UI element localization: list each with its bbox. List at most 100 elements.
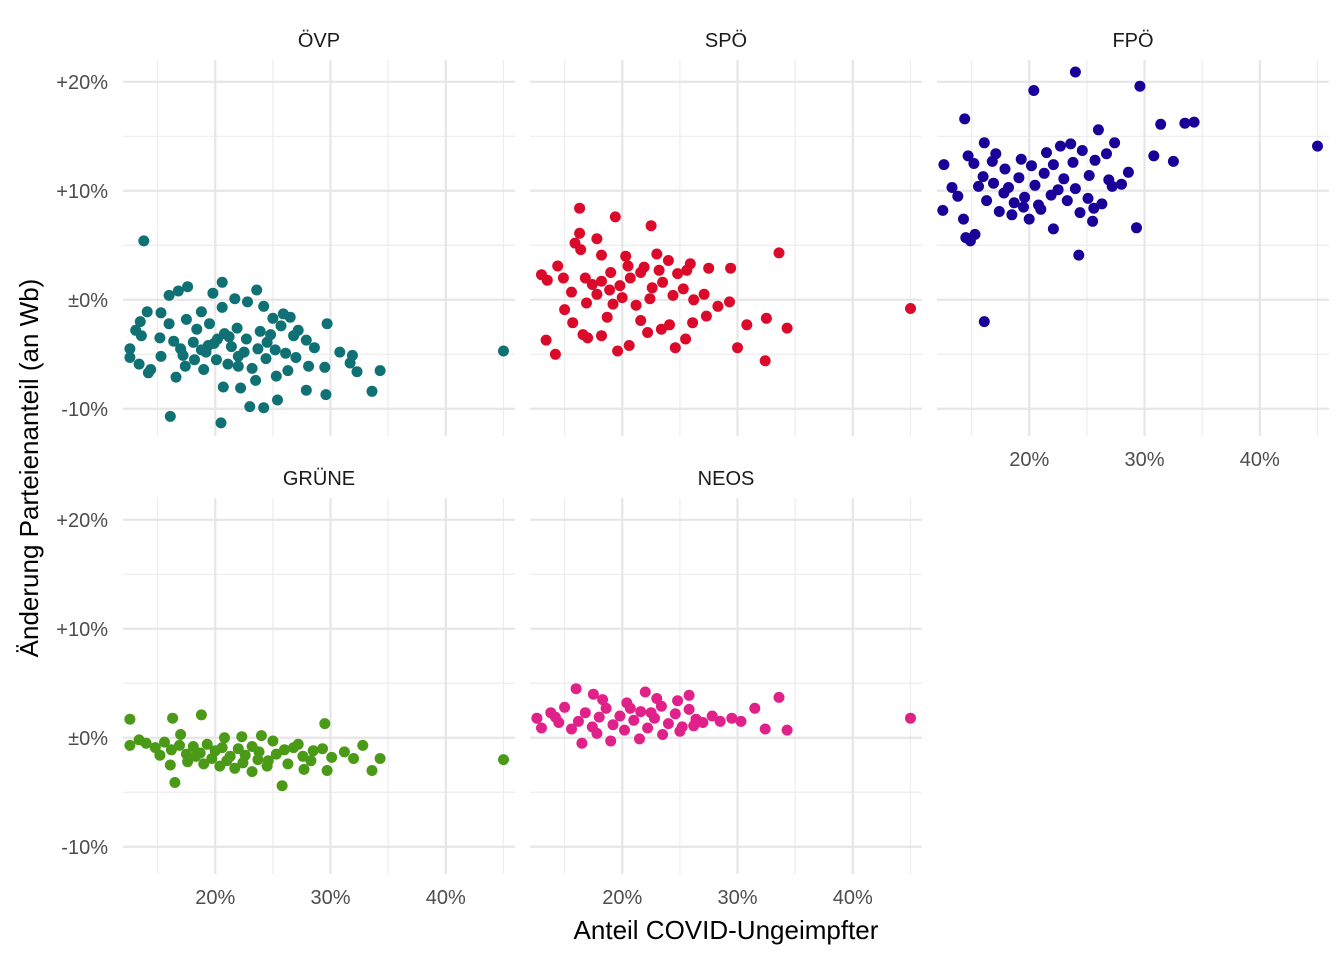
- data-point: [1023, 213, 1035, 225]
- data-point: [258, 300, 270, 312]
- data-point: [163, 318, 175, 330]
- grid-lines: [530, 60, 922, 436]
- data-point: [1018, 201, 1029, 213]
- data-point: [216, 301, 228, 313]
- data-point: [601, 311, 613, 323]
- data-point: [276, 780, 288, 792]
- facet-panel: ÖVP: [123, 30, 515, 436]
- data-point: [305, 755, 317, 767]
- data-point: [261, 336, 273, 348]
- grid-lines: [123, 498, 515, 874]
- data-point: [366, 765, 378, 776]
- data-point: [669, 342, 681, 354]
- data-point: [1061, 195, 1073, 207]
- data-point: [1029, 179, 1041, 191]
- data-point: [653, 264, 665, 276]
- data-point: [1035, 203, 1047, 215]
- data-point: [133, 358, 145, 370]
- data-point: [232, 743, 244, 755]
- data-point: [726, 712, 738, 724]
- data-point: [958, 213, 969, 225]
- y-axis-tick-labels: -10% ±0% +10% +20% -10% ±0% +10% +20%: [56, 72, 108, 859]
- data-point: [254, 325, 266, 337]
- data-point: [300, 334, 312, 346]
- data-point: [1026, 160, 1037, 172]
- data-point: [1065, 138, 1077, 150]
- data-point: [697, 717, 709, 728]
- data-point: [672, 268, 684, 280]
- data-point: [645, 707, 657, 719]
- data-point: [645, 220, 657, 232]
- data-point: [168, 335, 180, 347]
- x-tick-label: 40%: [833, 887, 873, 909]
- data-point: [275, 320, 287, 332]
- data-point: [1101, 148, 1112, 160]
- facet-panel: GRÜNE: [123, 468, 515, 874]
- data-point: [321, 765, 333, 776]
- data-point: [531, 712, 543, 724]
- data-point: [1038, 167, 1050, 179]
- data-point: [246, 362, 258, 374]
- data-point: [1083, 170, 1095, 181]
- x-tick-label: 40%: [426, 887, 466, 909]
- data-point: [308, 342, 320, 354]
- data-point: [232, 350, 244, 362]
- data-point: [969, 228, 981, 240]
- data-point: [1047, 223, 1059, 235]
- data-point: [688, 720, 700, 732]
- data-point: [374, 365, 386, 377]
- y-tick-label: +20%: [56, 72, 108, 94]
- data-point: [155, 307, 167, 319]
- x-axis-title: Anteil COVID-Ungeimpfter: [574, 915, 879, 945]
- data-point: [579, 272, 591, 284]
- data-point: [634, 733, 645, 745]
- data-point: [319, 718, 331, 730]
- data-point: [134, 316, 146, 328]
- data-point: [159, 736, 170, 748]
- data-point: [1008, 197, 1020, 209]
- data-point: [250, 374, 262, 386]
- data-point: [952, 190, 964, 202]
- data-point: [566, 723, 577, 735]
- data-point: [990, 148, 1002, 160]
- data-point: [164, 759, 176, 771]
- data-point: [541, 274, 553, 286]
- data-point: [280, 347, 292, 359]
- data-point: [609, 211, 621, 223]
- data-point: [616, 292, 628, 304]
- data-point: [198, 364, 210, 375]
- data-point: [267, 312, 279, 324]
- x-tick-label: 20%: [195, 887, 235, 909]
- data-point: [1179, 117, 1191, 129]
- data-point: [574, 227, 586, 239]
- data-point: [657, 276, 669, 288]
- data-point: [195, 709, 207, 721]
- data-point: [597, 694, 609, 706]
- data-point: [282, 758, 294, 770]
- facet-panel: SPÖ: [530, 30, 922, 436]
- data-point: [1092, 124, 1104, 136]
- data-point: [270, 748, 282, 760]
- data-point: [189, 354, 200, 366]
- x-tick-label: 20%: [1009, 449, 1049, 471]
- y-tick-label: -10%: [61, 837, 108, 859]
- y-tick-label: -10%: [61, 399, 108, 421]
- data-point: [596, 275, 607, 287]
- data-point: [210, 354, 222, 366]
- data-point: [223, 331, 235, 343]
- data-point: [1076, 145, 1088, 156]
- data-point: [781, 322, 793, 334]
- data-point: [124, 713, 136, 725]
- data-point: [319, 361, 331, 373]
- data-point: [549, 711, 561, 723]
- data-point: [674, 725, 686, 737]
- data-point: [669, 708, 681, 720]
- facet-title: NEOS: [698, 468, 755, 490]
- data-point: [605, 267, 617, 278]
- data-point: [179, 360, 191, 372]
- data-point: [570, 683, 582, 695]
- data-point: [781, 724, 793, 736]
- data-point: [635, 706, 647, 718]
- data-point: [298, 763, 310, 775]
- data-point: [700, 310, 712, 322]
